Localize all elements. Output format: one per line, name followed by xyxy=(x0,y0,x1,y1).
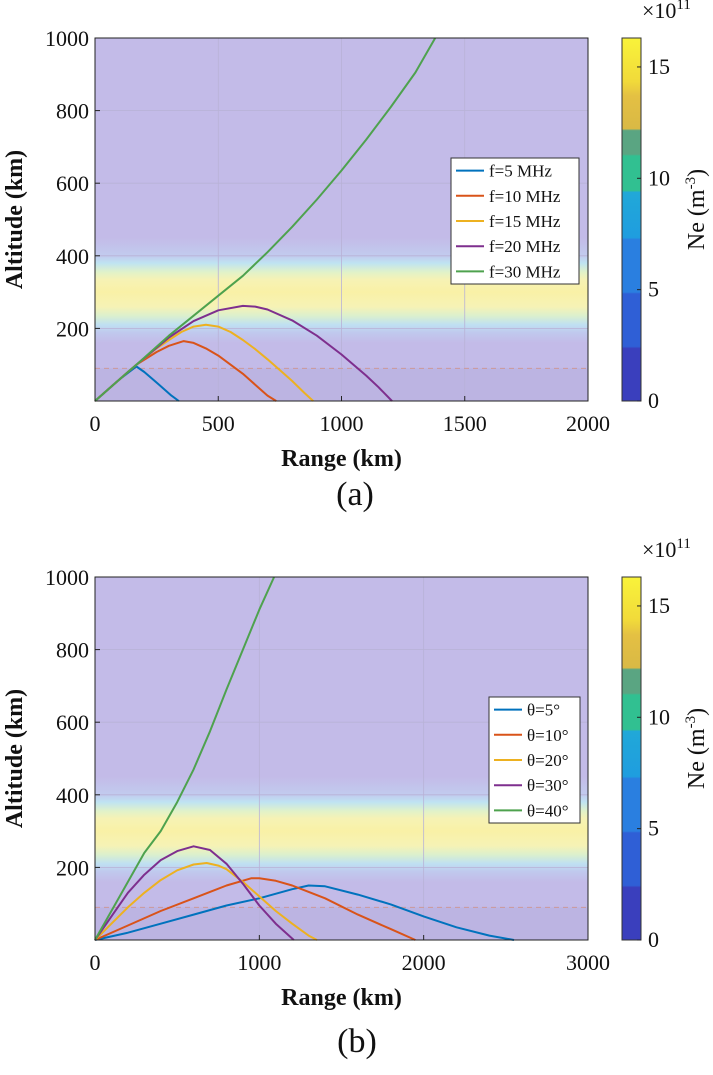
colorbar-tick-label: 15 xyxy=(648,593,670,618)
y-tick-label: 1000 xyxy=(45,565,89,590)
y-tick-label: 400 xyxy=(56,244,89,269)
y-tick-label: 400 xyxy=(56,783,89,808)
panel-label: (a) xyxy=(336,476,374,513)
x-tick-label: 500 xyxy=(202,411,235,436)
colorbar: 0 5 10 15 ×1011 Ne (m-3) xyxy=(621,536,710,952)
colorbar-multiplier: ×1011 xyxy=(642,0,691,23)
series-line-5 xyxy=(94,576,276,941)
legend-entry: θ=40° xyxy=(527,801,569,820)
y-tick-label: 1000 xyxy=(45,26,89,51)
lower-region-shade xyxy=(95,907,588,940)
colorbar-multiplier: ×1011 xyxy=(642,536,691,562)
lower-region-shade xyxy=(95,368,588,401)
series-line-3 xyxy=(94,862,318,941)
legend: f=5 MHz f=10 MHz f=15 MHz f=20 MHz f=30 MHz xyxy=(450,157,580,285)
series-line-2 xyxy=(94,877,416,941)
x-tick-label: 0 xyxy=(90,411,101,436)
colorbar-tick-label: 5 xyxy=(648,277,659,302)
legend-entry: f=15 MHz xyxy=(489,212,561,231)
panel-label: (b) xyxy=(337,1023,377,1060)
legend: θ=5° θ=10° θ=20° θ=30° θ=40° xyxy=(488,696,581,824)
legend-entry: θ=5° xyxy=(527,701,560,720)
colorbar-tick-label: 10 xyxy=(648,165,670,190)
series-line-4 xyxy=(94,845,295,941)
x-tick-label: 2000 xyxy=(402,950,446,975)
legend-entry: f=10 MHz xyxy=(489,187,561,206)
y-tick-label: 600 xyxy=(56,171,89,196)
legend-entry: f=5 MHz xyxy=(489,162,552,181)
x-tick-label: 2000 xyxy=(566,411,610,436)
panel-a: 0 500 1000 1500 2000 200 400 600 800 1000 Range (k… xyxy=(2,0,710,513)
y-tick-label: 200 xyxy=(56,316,89,341)
y-axis-label: Altitude (km) xyxy=(2,150,28,289)
colorbar-tick-label: 0 xyxy=(648,927,659,952)
series-line-1 xyxy=(94,884,515,941)
colorbar-gradient xyxy=(621,37,642,402)
legend-entry: θ=10° xyxy=(527,726,569,745)
axes-frame xyxy=(94,576,589,941)
colorbar-tick-label: 5 xyxy=(648,816,659,841)
x-tick-label: 0 xyxy=(90,950,101,975)
x-tick-label: 3000 xyxy=(566,950,610,975)
x-tick-label: 1000 xyxy=(237,950,281,975)
legend-entry: θ=20° xyxy=(527,751,569,770)
colorbar-tick-label: 0 xyxy=(648,388,659,413)
colorbar-tick-label: 10 xyxy=(648,704,670,729)
colorbar-tick-label: 15 xyxy=(648,54,670,79)
colorbar-label: Ne (m-3) xyxy=(683,708,710,789)
y-tick-label: 600 xyxy=(56,710,89,735)
legend-entry: θ=30° xyxy=(527,776,569,795)
legend-entry: f=30 MHz xyxy=(489,262,561,281)
y-tick-label: 800 xyxy=(56,638,89,663)
legend-entry: f=20 MHz xyxy=(489,237,561,256)
y-axis-label: Altitude (km) xyxy=(2,689,28,828)
x-tick-label: 1500 xyxy=(443,411,487,436)
y-tick-label: 200 xyxy=(56,855,89,880)
colorbar-label: Ne (m-3) xyxy=(683,169,710,250)
colorbar: 0 5 10 15 ×1011 Ne (m-3) xyxy=(621,0,710,413)
series-line-5 xyxy=(94,37,437,402)
x-axis-label: Range (km) xyxy=(281,446,402,472)
colorbar-gradient xyxy=(621,576,642,941)
x-tick-label: 1000 xyxy=(320,411,364,436)
x-axis-label: Range (km) xyxy=(281,985,402,1011)
y-tick-label: 800 xyxy=(56,99,89,124)
